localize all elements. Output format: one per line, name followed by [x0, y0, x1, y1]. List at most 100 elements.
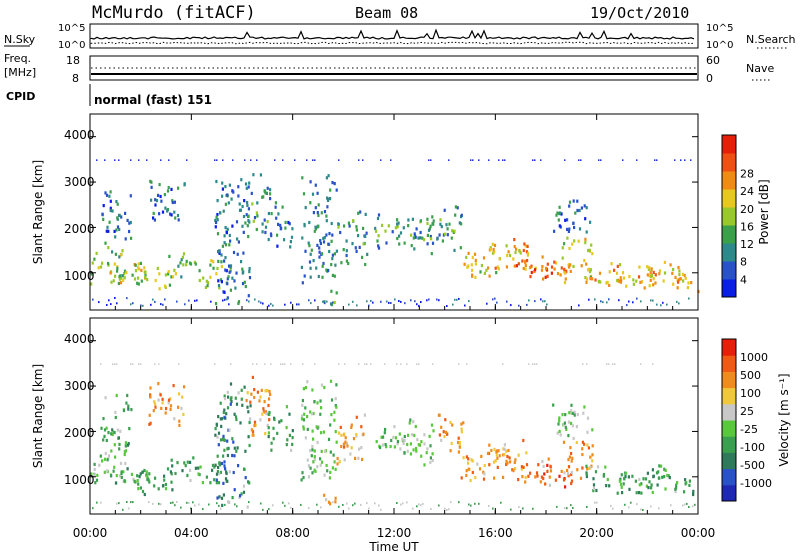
power-cell-25: [553, 229, 556, 233]
velocity-cell-8: [302, 425, 305, 429]
power-cell-10: [354, 246, 357, 250]
power-cell-13: [440, 225, 443, 229]
power-cell-12: [407, 218, 410, 222]
velocity-far-cell: [140, 363, 142, 365]
power-cell-25: [578, 208, 581, 213]
power-cell-11: [375, 229, 378, 233]
velocity-cell-12: [428, 434, 431, 438]
velocity-cell-18: [581, 466, 584, 470]
power-cell-10: [340, 261, 343, 265]
power-cell-24: [114, 235, 117, 239]
velocity-far-cell: [256, 363, 258, 365]
power-cell-9: [330, 289, 333, 293]
velocity-cell-3: [192, 456, 195, 460]
power-cell-1: [137, 262, 140, 266]
power-cell-21: [663, 271, 667, 275]
velocity-cell-25: [575, 425, 578, 429]
velocity-cell-5: [215, 478, 218, 482]
power-cell-5: [221, 244, 224, 248]
power-far-cell: [312, 159, 314, 161]
power-cell-15: [505, 244, 508, 248]
velocity-cell-25: [565, 427, 568, 431]
power-cell-3: [185, 259, 188, 263]
power-cell-3: [168, 254, 171, 258]
velocity-cell-5: [249, 404, 252, 408]
velocity-ground-cell: [416, 505, 418, 508]
velocity-cell-21: [668, 476, 671, 480]
velocity-cell-8: [313, 449, 316, 453]
power-ground-cell: [152, 298, 154, 301]
velocity-ground-cell: [686, 502, 688, 505]
power-cell-8: [325, 219, 328, 223]
power-far-cell: [306, 159, 308, 161]
power-cell-15: [515, 247, 518, 251]
power-cell-18: [564, 277, 567, 281]
power-cell-5: [243, 199, 246, 203]
velocity-cell-7: [288, 433, 291, 437]
power-cell-5: [224, 202, 227, 206]
power-cell-5: [219, 278, 223, 282]
velocity-cell-7: [286, 438, 289, 442]
power-far-cell: [214, 159, 216, 161]
power-ground-cell: [464, 304, 466, 307]
velocity-cell-5: [240, 397, 243, 401]
power-cell-7: [288, 222, 291, 226]
velocity-cell-16: [547, 457, 550, 461]
power-cell-8: [333, 182, 336, 186]
velocity-far-cell: [158, 363, 160, 365]
velocity-cell-3: [170, 480, 173, 484]
velocity-cell-5: [226, 447, 229, 451]
power-cell-24: [111, 209, 114, 213]
velocity-ground-cell: [224, 503, 226, 506]
velocity-cell-5: [229, 382, 233, 386]
velocity-ground-cell: [300, 503, 302, 506]
power-ytick-4000: 4000: [64, 128, 95, 142]
velocity-cell-3: [170, 458, 173, 462]
power-cell-6: [269, 192, 272, 196]
velocity-ground-cell: [360, 503, 362, 506]
velocity-cell-10: [358, 447, 361, 451]
velocity-cell-5: [215, 422, 218, 426]
velocity-cell-13: [442, 430, 445, 434]
power-cell-3: [180, 258, 183, 262]
power-cell-21: [672, 282, 675, 286]
velocity-far-cell: [364, 363, 366, 365]
power-ground-cell: [528, 299, 530, 302]
velocity-cell-17: [564, 485, 567, 489]
velocity-cell-25: [576, 413, 579, 417]
velocity-cell-1: [130, 472, 133, 476]
power-far-cell: [448, 159, 450, 161]
power-cell-1: [138, 267, 141, 271]
velocity-cell-17: [546, 463, 549, 467]
power-colorbar-tick: 4: [740, 273, 747, 286]
velocity-cell-1: [143, 468, 146, 473]
velocity-cell-8: [325, 463, 328, 468]
velocity-ground-cell: [468, 503, 470, 506]
velocity-cell-0: [93, 473, 96, 477]
power-cell-10: [355, 225, 358, 229]
power-ground-cell: [246, 299, 248, 302]
power-ground-cell: [428, 298, 430, 301]
velocity-cell-18: [568, 455, 571, 459]
power-cell-19: [591, 277, 594, 281]
power-cell-11: [374, 226, 377, 230]
power-cell-6: [248, 220, 251, 224]
velocity-cell-2: [157, 487, 160, 491]
velocity-cell-5: [247, 410, 250, 414]
velocity-ground-cell: [478, 502, 480, 505]
power-ground-cell: [352, 300, 354, 303]
velocity-cell-25: [586, 430, 589, 434]
power-ground-cell: [394, 298, 396, 301]
power-cell-5: [226, 227, 229, 231]
velocity-cell-25: [564, 425, 567, 429]
power-far-cell: [578, 159, 580, 161]
velocity-cell-5: [222, 493, 225, 497]
power-ground-cell: [150, 303, 152, 306]
velocity-cell-11: [393, 445, 396, 449]
velocity-cell-25: [570, 409, 573, 413]
power-ground-cell: [248, 300, 250, 303]
power-ground-cell: [270, 302, 272, 305]
velocity-cell-24: [102, 438, 105, 442]
power-cell-17: [553, 267, 556, 271]
power-cell-5: [231, 224, 234, 228]
